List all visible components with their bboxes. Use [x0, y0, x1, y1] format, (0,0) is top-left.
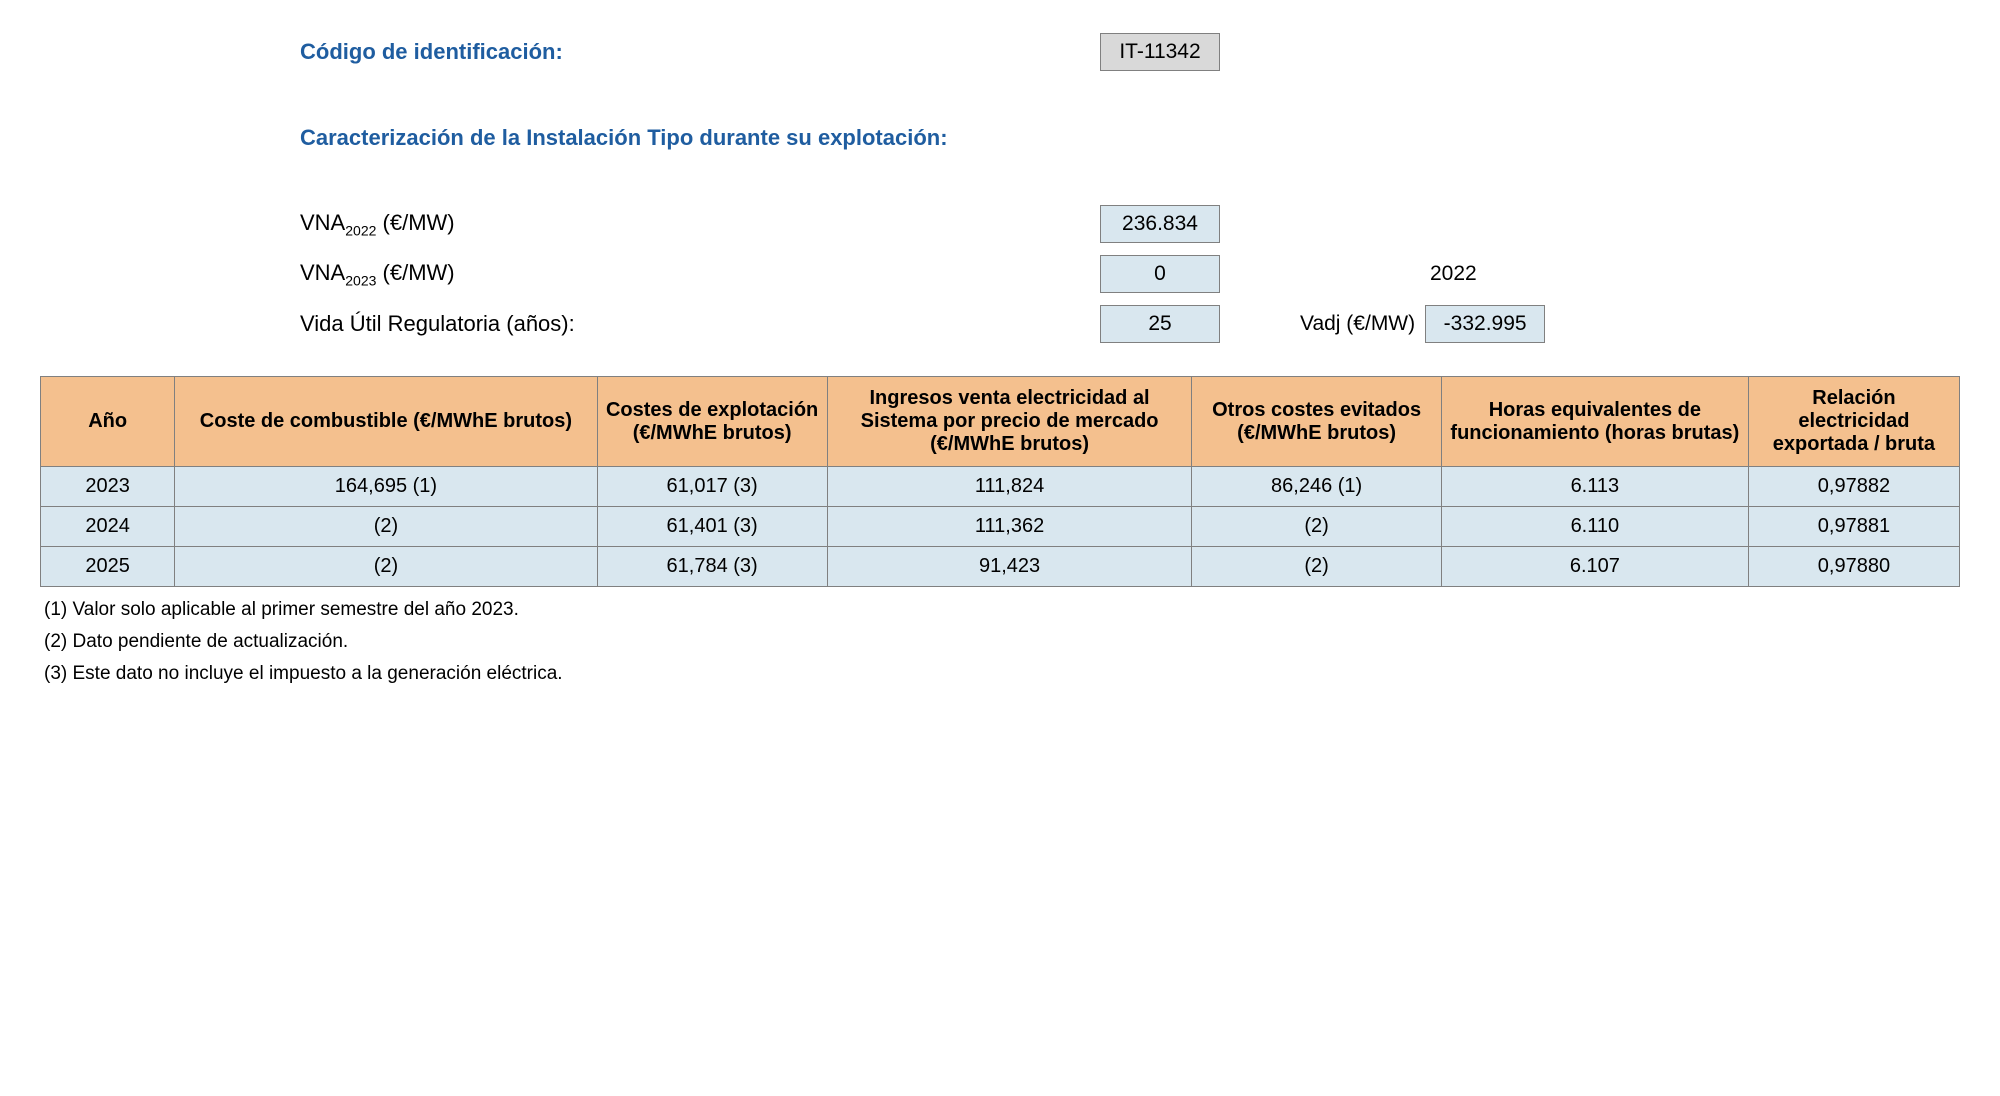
life-row: Vida Útil Regulatoria (años): 25 Vadj (€… [300, 302, 1960, 346]
header-row: AñoCoste de combustible (€/MWhE brutos)C… [41, 377, 1960, 467]
column-header: Costes de explotación (€/MWhE brutos) [597, 377, 827, 467]
code-row: Código de identificación: IT-11342 [300, 30, 1960, 74]
table-row: 2023164,695 (1)61,017 (3)111,82486,246 (… [41, 467, 1960, 507]
table-cell: (2) [1192, 507, 1441, 547]
footnote: (3) Este dato no incluye el impuesto a l… [44, 663, 1956, 685]
table-cell: 2025 [41, 547, 175, 587]
table-row: 2024(2)61,401 (3)111,362(2)6.1100,97881 [41, 507, 1960, 547]
vna2022-value: 236.834 [1100, 205, 1220, 243]
table-cell: 91,423 [827, 547, 1192, 587]
column-header: Otros costes evitados (€/MWhE brutos) [1192, 377, 1441, 467]
footnote: (1) Valor solo aplicable al primer semes… [44, 599, 1956, 621]
table-cell: 6.110 [1441, 507, 1748, 547]
vna2023-value: 0 [1100, 255, 1220, 293]
table-cell: 0,97881 [1748, 507, 1959, 547]
table-cell: 0,97882 [1748, 467, 1959, 507]
table-cell: 6.107 [1441, 547, 1748, 587]
table-cell: 6.113 [1441, 467, 1748, 507]
table-cell: 2023 [41, 467, 175, 507]
table-cell: 61,401 (3) [597, 507, 827, 547]
section-title-row: Caracterización de la Instalación Tipo d… [300, 116, 1960, 160]
column-header: Relación electricidad exportada / bruta [1748, 377, 1959, 467]
table-cell: (2) [175, 507, 597, 547]
section-title: Caracterización de la Instalación Tipo d… [300, 125, 948, 151]
life-label: Vida Útil Regulatoria (años): [300, 311, 1080, 337]
vna2022-value-wrap: 236.834 [1080, 205, 1240, 243]
table-cell: 164,695 (1) [175, 467, 597, 507]
table-body: 2023164,695 (1)61,017 (3)111,82486,246 (… [41, 467, 1960, 587]
table-cell: 61,784 (3) [597, 547, 827, 587]
vna2023-value-wrap: 0 [1080, 255, 1240, 293]
table-cell: 86,246 (1) [1192, 467, 1441, 507]
header-block: Código de identificación: IT-11342 Carac… [300, 30, 1960, 346]
life-value: 25 [1100, 305, 1220, 343]
vna2022-label: VNA2022 (€/MW) [300, 210, 1080, 238]
footnote: (2) Dato pendiente de actualización. [44, 631, 1956, 653]
vadj-label: Vadj (€/MW) [1300, 312, 1415, 336]
table-cell: 0,97880 [1748, 547, 1959, 587]
column-header: Coste de combustible (€/MWhE brutos) [175, 377, 597, 467]
table-row: 2025(2)61,784 (3)91,423(2)6.1070,97880 [41, 547, 1960, 587]
table-cell: (2) [175, 547, 597, 587]
code-value-wrap: IT-11342 [1080, 33, 1240, 71]
table-cell: 111,362 [827, 507, 1192, 547]
column-header: Año [41, 377, 175, 467]
table-cell: 61,017 (3) [597, 467, 827, 507]
vna2023-year: 2022 [1430, 262, 1477, 286]
table-cell: 111,824 [827, 467, 1192, 507]
life-value-wrap: 25 [1080, 305, 1240, 343]
footnotes: (1) Valor solo aplicable al primer semes… [40, 599, 1960, 685]
vadj-group: Vadj (€/MW) -332.995 [1300, 305, 1545, 343]
vna2023-row: VNA2023 (€/MW) 0 2022 [300, 252, 1960, 296]
vna2023-label: VNA2023 (€/MW) [300, 260, 1080, 288]
code-value: IT-11342 [1100, 33, 1220, 71]
code-label: Código de identificación: [300, 39, 1080, 65]
column-header: Horas equivalentes de funcionamiento (ho… [1441, 377, 1748, 467]
column-header: Ingresos venta electricidad al Sistema p… [827, 377, 1192, 467]
table-cell: (2) [1192, 547, 1441, 587]
data-table: AñoCoste de combustible (€/MWhE brutos)C… [40, 376, 1960, 587]
table-head: AñoCoste de combustible (€/MWhE brutos)C… [41, 377, 1960, 467]
vna2022-row: VNA2022 (€/MW) 236.834 [300, 202, 1960, 246]
table-cell: 2024 [41, 507, 175, 547]
vadj-value: -332.995 [1425, 305, 1545, 343]
